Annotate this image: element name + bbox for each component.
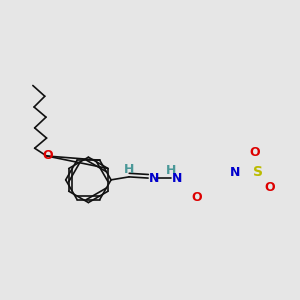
Text: O: O: [250, 146, 260, 160]
Text: S: S: [253, 165, 263, 179]
Text: O: O: [43, 149, 53, 163]
Text: N: N: [230, 166, 241, 179]
Text: O: O: [264, 181, 275, 194]
Text: N: N: [172, 172, 182, 184]
Text: H: H: [166, 164, 176, 177]
Text: H: H: [124, 163, 134, 176]
Text: N: N: [149, 172, 159, 184]
Text: O: O: [191, 191, 202, 204]
